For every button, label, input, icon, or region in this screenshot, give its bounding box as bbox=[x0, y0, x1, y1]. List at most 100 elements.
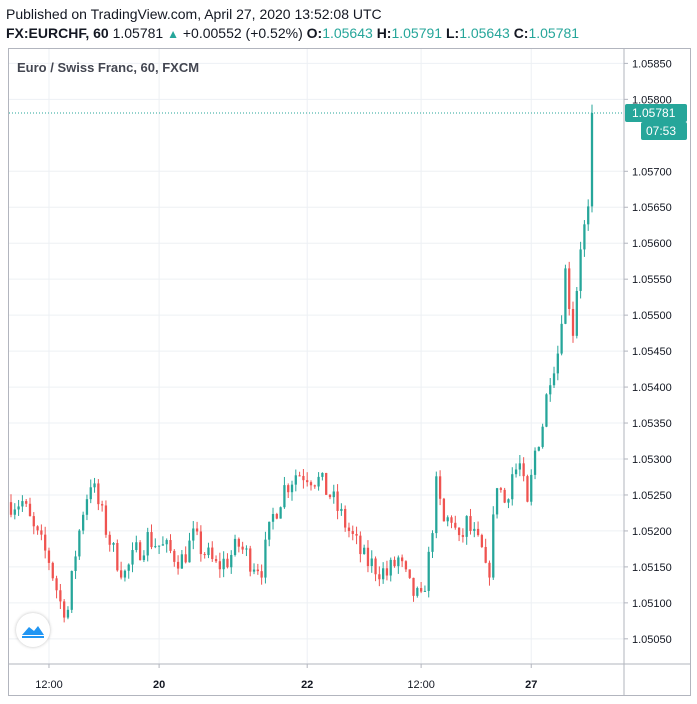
candle bbox=[131, 542, 134, 573]
candle bbox=[533, 447, 537, 480]
y-axis[interactable]: 1.05050 1.05100 1.05150 1.05200 1.05250 1.053… bbox=[623, 49, 672, 696]
candle bbox=[590, 104, 594, 213]
candle-body bbox=[518, 463, 521, 470]
candle bbox=[469, 508, 472, 535]
candle bbox=[180, 550, 184, 569]
candle-body bbox=[389, 559, 392, 576]
candle-body bbox=[207, 547, 210, 556]
y-tick-label: 1.05450 bbox=[632, 346, 672, 358]
candle-body bbox=[359, 535, 362, 555]
candle bbox=[222, 551, 225, 578]
current-price-marker: 1.05781 07:53 bbox=[9, 104, 687, 141]
candle-body bbox=[17, 506, 20, 510]
candle bbox=[518, 455, 521, 477]
candle bbox=[138, 540, 142, 561]
candle-body bbox=[332, 491, 335, 498]
candle bbox=[511, 467, 514, 506]
candle-body bbox=[188, 540, 191, 563]
candle bbox=[344, 505, 347, 532]
candle bbox=[89, 479, 92, 504]
candle-body bbox=[211, 547, 214, 560]
candle bbox=[400, 554, 404, 568]
candle-body bbox=[351, 531, 354, 534]
candle bbox=[157, 545, 161, 554]
candle bbox=[446, 515, 449, 527]
candle-body bbox=[306, 480, 309, 483]
candle-body bbox=[541, 426, 544, 447]
candle-body bbox=[321, 472, 324, 477]
candle bbox=[44, 526, 47, 559]
candle bbox=[241, 541, 244, 554]
candle bbox=[82, 511, 85, 535]
candle bbox=[169, 534, 172, 554]
candle-body bbox=[97, 483, 100, 505]
candle bbox=[495, 487, 499, 519]
candle bbox=[275, 512, 278, 520]
y-tick-label: 1.05650 bbox=[632, 202, 672, 214]
candle-body bbox=[245, 548, 248, 550]
candle bbox=[142, 550, 146, 563]
candle-body bbox=[214, 559, 218, 562]
x-axis[interactable]: 12:00 20 22 12:00 27 bbox=[9, 663, 690, 691]
candle-body bbox=[514, 469, 518, 475]
candle-body bbox=[271, 514, 275, 522]
candle-body bbox=[66, 609, 70, 618]
candle bbox=[389, 557, 392, 582]
candle bbox=[416, 586, 419, 598]
candle-body bbox=[89, 487, 92, 500]
candle-body bbox=[556, 353, 559, 374]
candle bbox=[119, 561, 123, 580]
candle-body bbox=[32, 516, 35, 527]
candle bbox=[63, 599, 66, 623]
candle-body bbox=[108, 534, 111, 545]
candle bbox=[450, 515, 453, 529]
candle-body bbox=[184, 554, 187, 563]
candle bbox=[298, 471, 301, 477]
candle-body bbox=[412, 577, 415, 596]
candle-body bbox=[340, 508, 343, 511]
candle-body bbox=[161, 544, 165, 546]
candle bbox=[203, 552, 206, 559]
candle bbox=[442, 497, 446, 522]
candle-body bbox=[457, 527, 461, 536]
candle bbox=[583, 220, 586, 257]
candle bbox=[336, 484, 339, 520]
candle-body bbox=[21, 501, 24, 507]
candle bbox=[294, 469, 297, 492]
candle bbox=[321, 472, 324, 481]
candle-body bbox=[85, 499, 89, 515]
candle-body bbox=[492, 514, 495, 578]
candle bbox=[530, 469, 533, 506]
candle-body bbox=[93, 483, 96, 488]
open-value: 1.05643 bbox=[322, 25, 373, 41]
candle bbox=[423, 585, 427, 592]
candle-body bbox=[9, 502, 13, 515]
candle bbox=[522, 457, 525, 482]
candle bbox=[393, 556, 396, 568]
y-tick-label: 1.05100 bbox=[632, 598, 672, 610]
candle bbox=[218, 552, 221, 578]
candle-body bbox=[298, 475, 301, 477]
candle-body bbox=[150, 532, 153, 548]
quote-line: FX:EURCHF, 60 1.05781 ▲ +0.00552 (+0.52%… bbox=[6, 25, 579, 41]
candle bbox=[302, 469, 305, 489]
candle bbox=[74, 550, 77, 579]
tradingview-logo-icon[interactable] bbox=[16, 613, 50, 647]
candle bbox=[214, 555, 218, 563]
candle bbox=[13, 503, 16, 520]
candle-body bbox=[55, 578, 58, 591]
candle bbox=[279, 506, 282, 519]
candle bbox=[488, 560, 491, 586]
candle-body bbox=[302, 475, 305, 481]
candle-body bbox=[252, 569, 256, 572]
candle-body bbox=[116, 543, 119, 571]
candle-body bbox=[328, 494, 332, 498]
y-tick-label: 1.05200 bbox=[632, 526, 672, 538]
candle bbox=[313, 484, 316, 489]
candle bbox=[70, 570, 73, 613]
countdown-label: 07:53 bbox=[646, 124, 676, 138]
candle bbox=[108, 531, 111, 552]
candle bbox=[408, 569, 411, 580]
candle-body bbox=[123, 570, 127, 578]
